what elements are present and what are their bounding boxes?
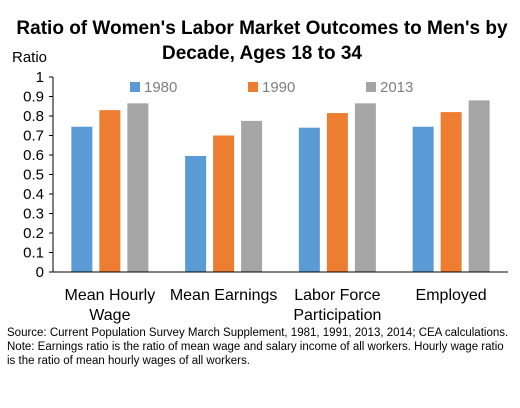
bar-2013 [354,103,376,272]
y-tick-label: 0.1 [23,245,44,262]
axes [52,77,508,273]
explanatory-note: Note: Earnings ratio is the ratio of mea… [7,341,504,367]
bars [71,100,490,273]
y-tick-label: 0.6 [23,147,44,164]
legend-swatch-1990 [248,82,258,92]
x-axis-categories: Mean Hourly Wage Mean Earnings Labor Force P… [65,287,487,324]
x-category-label: Labor Force [294,287,380,304]
x-category-label: Mean Hourly [65,287,156,304]
legend-label: 1980 [144,79,177,96]
legend: 1980 1990 2013 [130,79,413,96]
bar-1990 [440,112,462,272]
source-note: Source: Current Population Survey March … [7,327,509,339]
y-tick-label: 0.9 [23,89,44,106]
x-category-label: Employed [416,287,487,304]
bar-1990 [99,110,121,273]
x-category-label: Participation [293,307,381,324]
y-tick-label: 1 [36,69,44,86]
y-tick-label: 0.2 [23,225,44,242]
bar-2013 [241,120,263,272]
x-category-label: Mean Earnings [170,287,278,304]
bar-1980 [185,155,207,272]
chart-notes: Source: Current Population Survey March … [7,326,515,368]
y-tick-label: 0.5 [23,167,44,184]
chart-title-line: Ratio of Women's Labor Market Outcomes t… [16,18,508,39]
y-tick-label: 0.3 [23,206,44,223]
legend-swatch-1980 [130,82,140,92]
bar-1980 [412,126,434,272]
legend-swatch-2013 [366,82,376,92]
y-tick-label: 0.8 [23,108,44,125]
bar-chart: Ratio of Women's Labor Market Outcomes t… [12,18,508,324]
chart-title: Ratio of Women's Labor Market Outcomes t… [16,18,508,64]
bar-1990 [326,113,348,272]
bar-2013 [468,100,490,273]
y-axis-label: Ratio [12,49,47,66]
legend-label: 1990 [262,79,295,96]
bar-1980 [71,126,93,272]
chart-title-line: Decade, Ages 18 to 34 [162,43,362,64]
bar-1980 [298,127,320,272]
y-tick-label: 0 [36,264,44,281]
bar-1990 [213,135,235,272]
y-tick-label: 0.4 [23,186,44,203]
legend-label: 2013 [380,79,413,96]
y-tick-label: 0.7 [23,128,44,145]
bar-2013 [127,103,149,272]
y-axis-ticks: 0 0.1 0.2 0.3 0.4 0.5 0.6 0.7 0.8 0.9 1 [23,69,53,281]
x-category-label: Wage [89,307,130,324]
